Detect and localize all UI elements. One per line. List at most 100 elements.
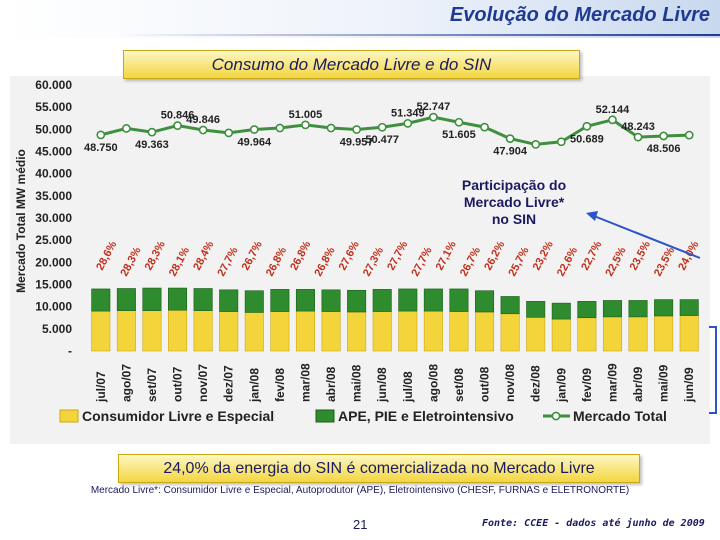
- x-tick-label: jan/09: [554, 368, 568, 403]
- x-tick-label: ago/07: [119, 364, 133, 402]
- bar-consumidor: [398, 310, 418, 352]
- value-label: 50.477: [365, 134, 399, 146]
- chart-title-banner: Consumo do Mercado Livre e do SIN: [123, 50, 580, 79]
- value-label: 51.605: [442, 129, 476, 141]
- share-label: 26,8%: [264, 245, 289, 278]
- value-label: 47.904: [493, 146, 528, 158]
- bar-consumidor: [372, 311, 392, 352]
- x-tick-label: abr/09: [631, 366, 645, 402]
- highlight-value: 24,0%: [163, 460, 209, 477]
- title-rule: [120, 34, 720, 36]
- bar-ape: [628, 300, 648, 318]
- share-label: 22,5%: [603, 245, 628, 278]
- y-tick-label: 35.000: [35, 189, 72, 203]
- line-point: [326, 123, 336, 133]
- line-point: [377, 122, 387, 132]
- share-label: 27,7%: [385, 239, 410, 272]
- y-tick-label: 55.000: [35, 100, 72, 114]
- share-label: 26,2%: [482, 239, 507, 272]
- bar-ape: [679, 299, 699, 316]
- legend-swatch-ape: [315, 409, 335, 423]
- bar-ape: [116, 288, 136, 311]
- line-point: [556, 137, 566, 147]
- x-tick-label: jul/08: [401, 371, 415, 403]
- share-label: 27,6%: [337, 239, 362, 272]
- x-tick-label: out/08: [478, 366, 492, 402]
- line-point: [224, 128, 234, 138]
- footnote: Mercado Livre*: Consumidor Livre e Espec…: [90, 485, 630, 496]
- share-label: 28,3%: [118, 245, 143, 278]
- bar-consumidor: [321, 311, 341, 352]
- line-point: [249, 125, 259, 134]
- x-tick-label: nov/07: [196, 364, 210, 402]
- share-label: 26,7%: [240, 239, 265, 272]
- legend-label-total: Mercado Total: [573, 408, 667, 424]
- line-point: [633, 132, 643, 142]
- bar-consumidor: [500, 313, 520, 352]
- bar-ape: [168, 287, 188, 311]
- y-tick-label: 40.000: [35, 167, 72, 181]
- bar-ape: [500, 296, 520, 315]
- bar-ape: [219, 289, 239, 312]
- callout-arrowhead: [586, 211, 598, 221]
- y-tick-label: 20.000: [35, 255, 72, 269]
- bar-consumidor: [116, 310, 136, 352]
- line-point: [454, 117, 464, 127]
- callout-text: Participação do: [462, 177, 566, 193]
- bar-ape: [91, 288, 111, 312]
- line-point: [505, 134, 515, 144]
- slide-title: Evolução do Mercado Livre: [449, 4, 710, 26]
- callout-text: Mercado Livre*: [464, 194, 565, 210]
- share-label: 22,7%: [579, 239, 604, 272]
- bar-consumidor: [628, 316, 648, 352]
- legend-label-consumidor: Consumidor Livre e Especial: [82, 408, 274, 424]
- bar-ape: [347, 289, 367, 313]
- bar-ape: [142, 287, 162, 311]
- bar-consumidor: [193, 310, 213, 352]
- x-tick-label: set/08: [452, 368, 466, 402]
- value-label: 52.747: [417, 101, 451, 113]
- callout-text: no SIN: [492, 211, 536, 227]
- value-label: 49.964: [237, 136, 272, 148]
- value-label: 48.750: [84, 142, 118, 154]
- y-tick-label: -: [68, 344, 72, 358]
- bar-ape: [654, 299, 674, 317]
- x-tick-label: out/07: [171, 366, 185, 402]
- bar-ape: [295, 289, 315, 312]
- callout-arrow: [593, 215, 701, 259]
- bar-consumidor: [449, 311, 469, 352]
- share-label: 26,7%: [458, 245, 483, 278]
- x-tick-label: jun/09: [682, 367, 696, 403]
- bar-consumidor: [577, 317, 597, 352]
- value-label: 51.349: [391, 107, 425, 119]
- value-label: 50.689: [570, 133, 604, 145]
- value-label: 49.846: [186, 114, 220, 126]
- line-point: [352, 125, 362, 134]
- bar-ape: [526, 301, 546, 318]
- x-tick-label: fev/08: [273, 368, 287, 402]
- x-tick-label: mai/08: [350, 364, 364, 402]
- value-label: 51.005: [289, 109, 323, 121]
- share-label: 25,7%: [506, 245, 531, 278]
- y-tick-label: 5.000: [42, 322, 72, 336]
- x-tick-label: jun/08: [375, 367, 389, 403]
- line-point: [582, 121, 592, 131]
- share-label: 24,0%: [676, 239, 701, 272]
- value-label: 49.363: [135, 139, 169, 151]
- bar-consumidor: [679, 315, 699, 352]
- source-note: Fonte: CCEE - dados até junho de 2009: [482, 518, 705, 529]
- bar-consumidor: [423, 310, 443, 352]
- highlight-text: da energia do SIN é comercializada no Me…: [208, 460, 595, 477]
- share-label: 28,1%: [167, 245, 192, 278]
- bar-consumidor: [551, 318, 571, 352]
- x-tick-label: ago/08: [426, 364, 440, 402]
- share-label: 27,1%: [434, 239, 459, 272]
- bar-ape: [551, 302, 571, 320]
- y-tick-label: 30.000: [35, 211, 72, 225]
- share-label: 23,5%: [652, 245, 677, 278]
- y-tick-label: 50.000: [35, 122, 72, 136]
- title-band: [0, 0, 720, 38]
- share-label: 27,7%: [409, 245, 434, 278]
- bar-consumidor: [475, 311, 495, 352]
- bar-consumidor: [347, 311, 367, 352]
